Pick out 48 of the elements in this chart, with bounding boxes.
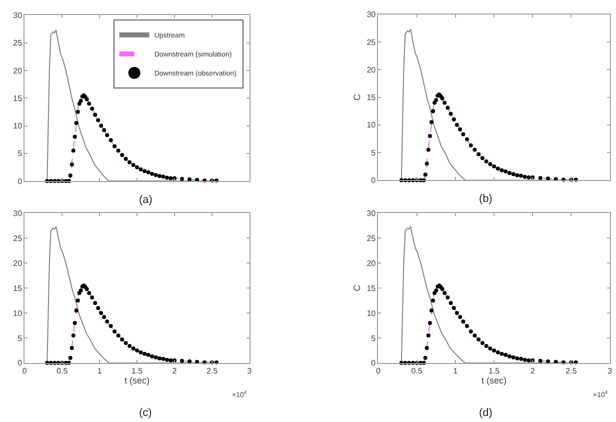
x-tick-label: 2.5 bbox=[566, 366, 578, 376]
x-axis-title: t (sec) bbox=[482, 376, 507, 386]
y-tick-label: 20 bbox=[13, 258, 23, 268]
x-tick-label: 1.5 bbox=[131, 366, 144, 376]
y-tick-label: 10 bbox=[13, 122, 23, 131]
y-tick-label: 30 bbox=[13, 208, 23, 218]
y-tick-label: 0 bbox=[18, 176, 23, 186]
y-axis-title: C bbox=[352, 94, 362, 101]
y-axis-title: C bbox=[352, 284, 362, 292]
y-tick-label: 30 bbox=[366, 10, 376, 20]
y-tick-label: 20 bbox=[366, 65, 376, 74]
x-tick-label: 1 bbox=[453, 366, 458, 376]
y-tick-label: 5 bbox=[18, 334, 23, 343]
x-tick-label: 1 bbox=[97, 366, 102, 376]
text: (d) bbox=[479, 407, 492, 419]
y-tick-label: 5 bbox=[371, 148, 376, 158]
y-tick-label: 5 bbox=[18, 149, 23, 158]
y-tick-label: 0 bbox=[18, 358, 23, 368]
text: (c) bbox=[139, 407, 152, 419]
y-tick-label: 15 bbox=[366, 93, 376, 102]
y-tick-label: 10 bbox=[13, 308, 23, 318]
y-tick-label: 15 bbox=[13, 94, 23, 103]
y-tick-label: 15 bbox=[13, 284, 23, 293]
x-tick-label: 2 bbox=[530, 366, 536, 376]
x-tick-label: 0.5 bbox=[411, 366, 423, 376]
y-tick-label: 25 bbox=[366, 234, 376, 243]
y-tick-label: 5 bbox=[371, 334, 376, 343]
y-tick-label: 25 bbox=[13, 38, 23, 48]
x-tick-label: 1.5 bbox=[488, 366, 500, 376]
y-tick-label: 30 bbox=[13, 10, 23, 20]
y-tick-label: 10 bbox=[366, 120, 376, 130]
x-tick-label: 3 bbox=[247, 366, 252, 376]
y-tick-label: 25 bbox=[13, 234, 23, 243]
y-tick-label: 10 bbox=[366, 308, 376, 318]
y-tick-label: 15 bbox=[366, 284, 376, 293]
y-tick-label: 0 bbox=[371, 176, 376, 185]
x-tick-label: 3 bbox=[608, 366, 613, 376]
x-tick-label: 2.5 bbox=[206, 366, 218, 376]
y-tick-label: 25 bbox=[366, 38, 376, 47]
y-tick-label: 0 bbox=[371, 358, 376, 368]
text: (a) bbox=[139, 194, 152, 206]
x-axis-title: t (sec) bbox=[124, 376, 150, 386]
x-tick-label: 0.5 bbox=[56, 366, 68, 376]
text: (b) bbox=[479, 193, 492, 205]
y-tick-label: 30 bbox=[366, 208, 376, 218]
y-tick-label: 20 bbox=[366, 258, 376, 268]
y-tick-label: 20 bbox=[13, 66, 23, 76]
x-tick-label: 2 bbox=[172, 366, 178, 376]
